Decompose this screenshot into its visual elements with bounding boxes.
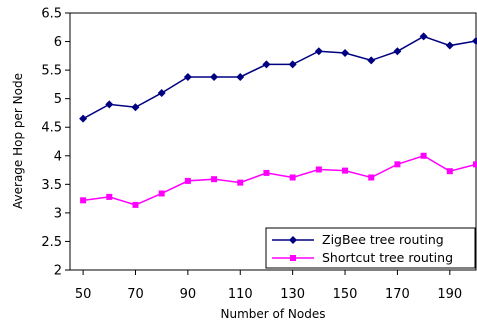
legend-box	[265, 227, 476, 269]
x-tick-label: 110	[228, 287, 253, 302]
y-tick-label: 3.5	[41, 178, 62, 193]
x-tick-label: 90	[180, 287, 197, 302]
data-point-zigbee	[314, 47, 323, 56]
data-point-zigbee	[262, 60, 271, 69]
series-line-zigbee	[82, 35, 477, 120]
y-axis-ticks: 2 2.5 3 3.5 4 4.5 5 5.5 6 6.5	[41, 7, 70, 279]
y-axis-title: Average Hop per Node	[11, 73, 25, 209]
data-point-zigbee	[367, 56, 376, 65]
x-tick-label: 170	[385, 287, 410, 302]
y-tick-label: 4	[54, 149, 62, 164]
y-tick-label: 3	[54, 206, 62, 221]
x-axis-title: Number of Nodes	[221, 307, 326, 321]
data-point-zigbee	[393, 47, 402, 56]
data-point-zigbee	[445, 41, 454, 50]
y-tick-label: 2.5	[41, 235, 62, 250]
data-point-shortcut	[211, 176, 218, 183]
y-tick-label: 6	[54, 35, 62, 50]
data-point-zigbee	[472, 36, 477, 45]
data-point-shortcut	[315, 166, 322, 173]
data-point-zigbee	[236, 72, 245, 81]
data-point-zigbee	[419, 32, 428, 41]
data-point-shortcut	[289, 174, 296, 181]
data-point-shortcut	[158, 190, 165, 197]
data-point-zigbee	[288, 60, 297, 69]
data-point-zigbee	[210, 72, 219, 81]
data-point-zigbee	[131, 103, 140, 112]
y-tick-label: 5.5	[41, 64, 62, 79]
data-point-shortcut	[394, 161, 401, 168]
plot-frame	[69, 12, 477, 271]
x-tick-label: 50	[75, 287, 92, 302]
legend-marker-zigbee	[289, 236, 297, 244]
y-tick-label: 6.5	[41, 7, 62, 22]
x-tick-label: 130	[280, 287, 305, 302]
data-point-zigbee	[341, 48, 350, 57]
legend-label-zigbee: ZigBee tree routing	[322, 232, 444, 247]
data-point-zigbee	[105, 100, 114, 109]
y-tick-label: 4.5	[41, 121, 62, 136]
data-point-shortcut	[368, 174, 375, 181]
legend-label-shortcut: Shortcut tree routing	[322, 250, 453, 265]
x-tick-label: 150	[333, 287, 358, 302]
y-tick-label: 2	[54, 264, 62, 279]
data-point-shortcut	[446, 168, 453, 175]
plot-area	[69, 12, 477, 271]
data-point-zigbee	[79, 114, 88, 123]
legend: ZigBee tree routing Shortcut tree routin…	[265, 227, 476, 269]
data-point-zigbee	[183, 72, 192, 81]
y-tick-label: 5	[54, 92, 62, 107]
data-point-shortcut	[263, 169, 270, 176]
data-point-shortcut	[420, 152, 427, 159]
x-tick-label: 190	[437, 287, 462, 302]
data-point-shortcut	[237, 179, 244, 186]
data-point-zigbee	[157, 88, 166, 97]
series-line-shortcut	[83, 154, 477, 206]
data-point-shortcut	[342, 167, 349, 174]
data-point-shortcut	[184, 177, 191, 184]
data-point-shortcut	[473, 161, 477, 168]
data-point-shortcut	[80, 197, 87, 204]
x-axis-ticks: 50 70 90 110 130 150 170 190	[75, 270, 462, 302]
legend-marker-shortcut	[290, 255, 296, 261]
data-point-shortcut	[132, 201, 139, 208]
x-tick-label: 70	[127, 287, 144, 302]
series-layer	[79, 32, 477, 208]
data-point-shortcut	[106, 193, 113, 200]
